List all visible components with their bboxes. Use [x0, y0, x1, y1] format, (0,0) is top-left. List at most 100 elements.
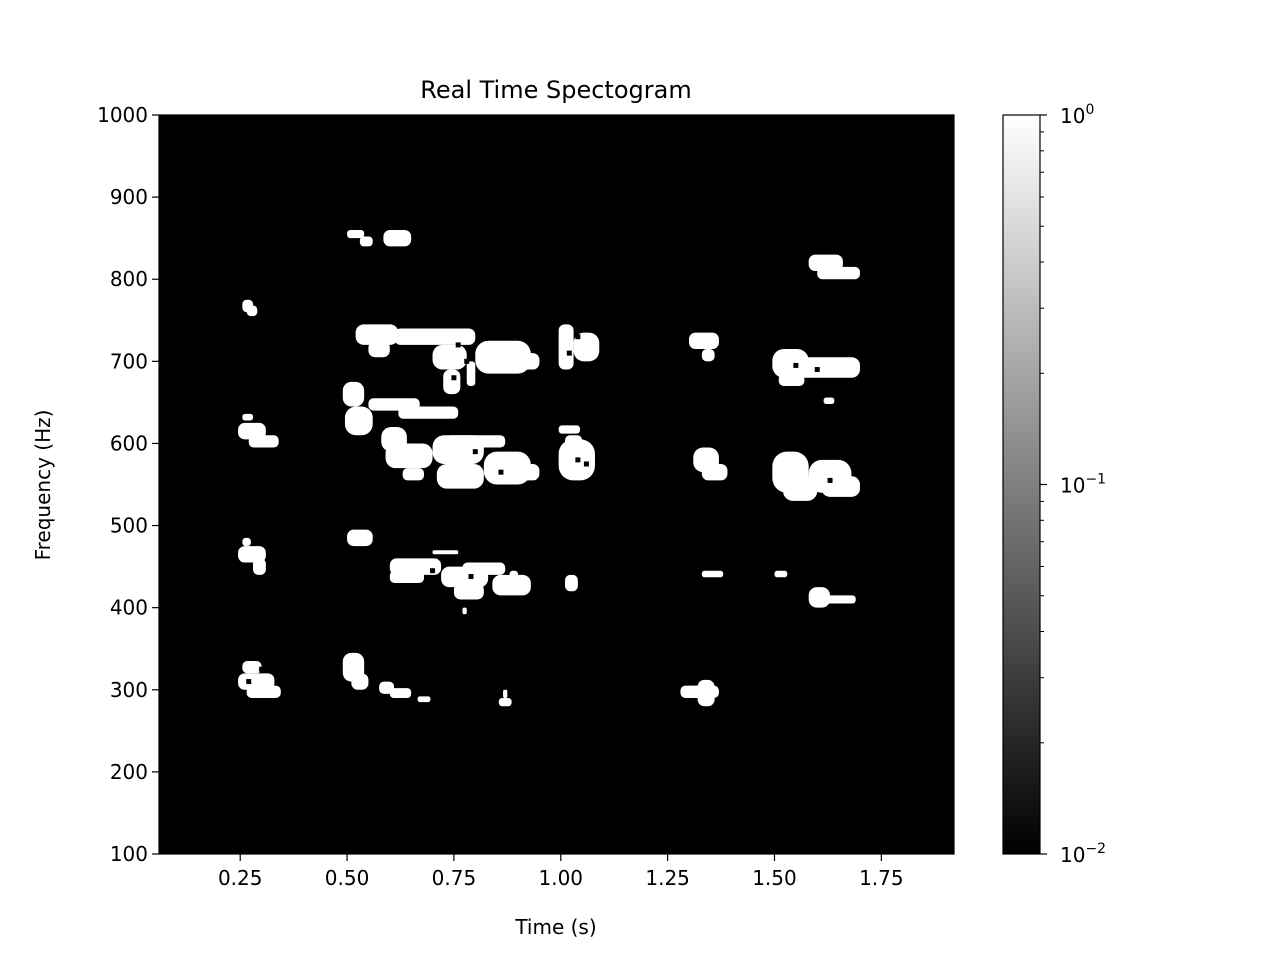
spectrogram-region-53: [462, 562, 506, 575]
spectrogram-speck-9: [468, 573, 474, 579]
spectrogram-speck-4: [793, 362, 799, 368]
y-tick-label: 600: [110, 431, 148, 455]
spectrogram-region-47: [347, 529, 373, 547]
spectrogram-region-12: [466, 361, 476, 386]
y-tick-label: 1000: [97, 103, 148, 127]
spectrogram-region-42: [701, 463, 728, 481]
spectrogram-region-37: [505, 463, 540, 481]
spectrogram-region-4: [383, 229, 412, 247]
spectrogram-region-8: [368, 340, 390, 358]
spectrogram-low-intensity-specks: [246, 334, 833, 685]
spectrogram-region-21: [778, 373, 805, 386]
spectrogram-region-67: [246, 685, 281, 698]
x-tick-label: 1.50: [752, 866, 797, 890]
spectrogram-region-48: [242, 537, 251, 547]
y-tick-label: 200: [110, 760, 148, 784]
spectrogram-speck-7: [498, 469, 504, 475]
spectrogram-region-40: [565, 435, 583, 448]
spectrogram-region-17: [689, 332, 719, 350]
spectrogram-region-62: [774, 570, 788, 578]
spectrogram-region-50: [253, 558, 266, 575]
spectrogram-region-54: [432, 550, 459, 555]
spectrogram-region-3: [359, 236, 373, 247]
spectrogram-region-35: [436, 463, 484, 489]
spectrogram-region-18: [701, 349, 715, 362]
spectrogram-speck-0: [464, 358, 470, 364]
spectrogram-speck-1: [451, 375, 457, 381]
y-tick-label: 500: [110, 514, 148, 538]
spectrogram-region-27: [242, 413, 254, 421]
spectrogram-speck-13: [259, 666, 265, 672]
y-tick-label: 800: [110, 267, 148, 291]
spectrogram-region-23: [342, 381, 365, 407]
spectrogram-speck-11: [827, 477, 833, 483]
spectrogram-intensity-regions: [238, 229, 860, 707]
y-axis: 100 200 300 400 500 600 700 800 900 1000: [97, 103, 159, 866]
spectrogram-speck-12: [246, 679, 252, 685]
spectrogram-speck-15: [583, 461, 589, 467]
spectrogram-region-9: [394, 328, 476, 345]
spectrogram-region-11: [443, 369, 461, 395]
spectrogram-region-65: [242, 661, 262, 674]
spectrogram-speck-6: [472, 449, 478, 455]
spectrogram-region-15: [558, 324, 574, 370]
spectrogram-region-2: [347, 229, 365, 239]
colorbar-gradient: [1002, 114, 1041, 855]
spectrogram-speck-10: [575, 457, 581, 463]
spectrogram-region-28: [238, 422, 266, 440]
colorbar-tick-label: 100: [1060, 102, 1094, 128]
y-tick-label: 300: [110, 678, 148, 702]
spectrogram-region-6: [817, 266, 860, 280]
spectrogram-region-59: [462, 607, 467, 615]
chart-title: Real Time Spectogram: [420, 76, 691, 104]
spectrogram-region-14: [509, 353, 540, 370]
spectrogram-region-72: [417, 696, 431, 703]
spectrogram-region-24: [344, 406, 373, 436]
spectrogram-region-73: [498, 697, 512, 707]
spectrogram-region-30: [558, 425, 581, 434]
x-tick-label: 0.50: [325, 866, 370, 890]
x-axis: 0.25 0.50 0.75 1.00 1.25 1.50 1.75: [218, 854, 904, 890]
colorbar: 100 10−1 10−2: [1002, 102, 1106, 867]
spectrogram-region-1: [246, 305, 258, 317]
colorbar-ticks: 100 10−1 10−2: [1040, 102, 1106, 867]
spectrogram-region-64: [812, 595, 856, 604]
y-tick-label: 700: [110, 349, 148, 373]
spectrogram-region-29: [248, 435, 279, 448]
y-tick-label: 900: [110, 185, 148, 209]
spectrogram-region-26: [398, 406, 459, 419]
spectrogram-speck-5: [814, 367, 820, 373]
x-axis-label: Time (s): [514, 915, 596, 939]
spectrogram-region-10: [432, 344, 467, 370]
spectrogram-region-16: [573, 332, 600, 362]
spectrogram-speck-14: [455, 342, 461, 348]
x-tick-label: 0.75: [432, 866, 477, 890]
y-tick-label: 400: [110, 596, 148, 620]
colorbar-tick-label: 10−1: [1060, 472, 1106, 498]
x-tick-label: 1.75: [859, 866, 904, 890]
x-tick-label: 1.00: [539, 866, 584, 890]
spectrogram-region-34: [445, 435, 506, 448]
spectrogram-speck-8: [430, 568, 436, 574]
spectrogram-region-46: [821, 476, 860, 497]
spectrogram-speck-2: [566, 350, 572, 356]
spectrogram-region-44: [783, 476, 818, 501]
spectrogram-region-7: [355, 324, 399, 345]
spectrogram-region-56: [492, 574, 531, 596]
spectrogram-region-71: [389, 688, 412, 698]
spectrogram-region-74: [503, 689, 508, 698]
spectrogram-region-61: [701, 570, 724, 578]
y-axis-label: Frequency (Hz): [31, 410, 55, 561]
spectrogram-region-32: [385, 443, 433, 469]
spectrogram-region-60: [565, 574, 578, 592]
spectrogram-region-76: [697, 679, 715, 707]
spectrogram-region-20: [795, 357, 860, 378]
spectrogram-region-58: [389, 570, 424, 584]
plot-area: [158, 114, 955, 855]
spectrogram-region-57: [509, 570, 519, 579]
y-tick-label: 100: [110, 842, 148, 866]
plot-frame: [158, 114, 955, 855]
spectrogram-region-55: [453, 583, 484, 600]
